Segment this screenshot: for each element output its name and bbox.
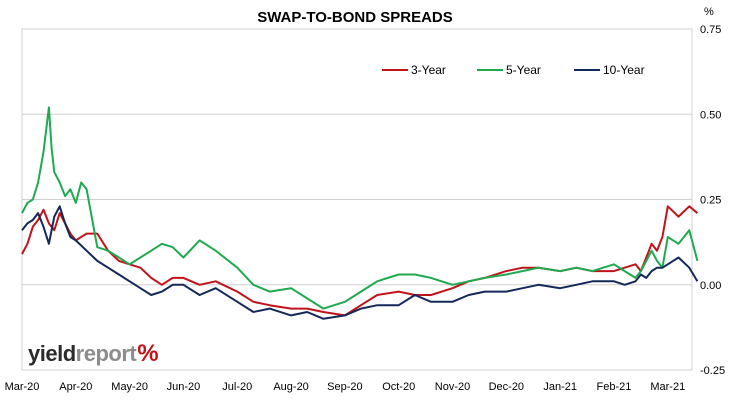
- legend-label: 3-Year: [411, 63, 446, 77]
- chart-title: SWAP-TO-BOND SPREADS: [257, 9, 453, 26]
- series-lines: [21, 106, 699, 320]
- series-line-5-year: [21, 106, 699, 310]
- grid: [22, 28, 692, 371]
- x-tick-label: Sep-20: [327, 381, 362, 393]
- y-axis-ticks: 0.75 0.50 0.25 0.00 -0.25: [700, 24, 725, 377]
- legend-label: 10-Year: [603, 63, 645, 77]
- x-tick-label: Mar-21: [650, 381, 685, 393]
- yieldreport-logo: yield report %: [28, 340, 159, 370]
- logo-text-yield: yield: [28, 341, 76, 366]
- plot-area-border: [21, 28, 693, 371]
- legend: 3-Year 5-Year 10-Year: [382, 63, 645, 77]
- logo-text-report: report: [75, 341, 137, 366]
- y-tick-label: 0.50: [700, 109, 721, 121]
- x-tick-label: Nov-20: [435, 381, 470, 393]
- x-tick-label: Dec-20: [489, 381, 524, 393]
- y-axis-unit: %: [704, 6, 714, 18]
- y-tick-label: 0.00: [700, 280, 721, 292]
- y-tick-label: 0.75: [700, 24, 721, 36]
- logo-percent-icon: %: [137, 340, 159, 367]
- y-tick-label: 0.25: [700, 195, 721, 207]
- x-tick-label: Mar-20: [5, 381, 40, 393]
- x-tick-label: Apr-20: [59, 381, 92, 393]
- x-tick-label: Aug-20: [273, 381, 308, 393]
- x-tick-label: Jul-20: [222, 381, 252, 393]
- x-tick-label: Jan-21: [543, 381, 577, 393]
- legend-label: 5-Year: [506, 63, 541, 77]
- x-tick-label: Oct-20: [382, 381, 415, 393]
- x-axis-ticks: Mar-20 Apr-20 May-20 Jun-20 Jul-20 Aug-20 Sep-…: [5, 381, 686, 393]
- x-tick-label: Feb-21: [597, 381, 632, 393]
- x-tick-label: May-20: [111, 381, 148, 393]
- series-line-3-year: [21, 205, 699, 317]
- x-tick-label: Jun-20: [167, 381, 201, 393]
- series-line-10-year: [21, 205, 699, 320]
- y-tick-label: -0.25: [700, 365, 725, 377]
